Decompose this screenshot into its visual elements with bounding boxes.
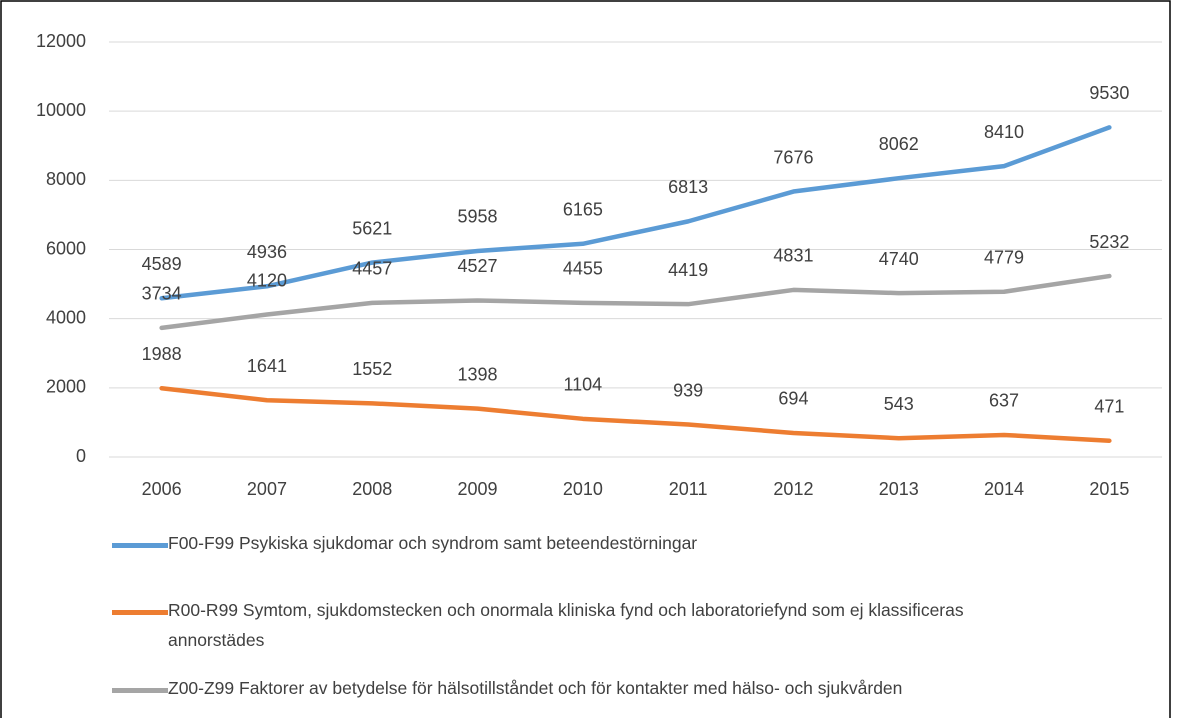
data-label: 8410 xyxy=(984,122,1024,142)
y-tick-label: 0 xyxy=(76,446,86,466)
data-label: 1398 xyxy=(458,364,498,384)
legend-label: Z00-Z99 Faktorer av betydelse för hälsot… xyxy=(168,678,903,698)
data-label: 1104 xyxy=(563,375,602,395)
legend-label: R00-R99 Symtom, sjukdomstecken och onorm… xyxy=(168,600,964,650)
legend-entry: Z00-Z99 Faktorer av betydelse för hälsot… xyxy=(112,678,1112,703)
x-tick-label: 2009 xyxy=(458,479,498,499)
data-label: 4120 xyxy=(247,270,287,290)
x-tick-label: 2012 xyxy=(773,479,813,499)
data-label: 9530 xyxy=(1089,83,1129,103)
data-label: 471 xyxy=(1094,396,1124,416)
data-label: 4455 xyxy=(563,259,603,279)
y-tick-label: 2000 xyxy=(46,377,86,397)
data-label: 4589 xyxy=(142,254,182,274)
data-label: 694 xyxy=(778,389,808,409)
data-label: 8062 xyxy=(879,134,919,154)
data-label: 4527 xyxy=(458,256,498,276)
data-label: 4419 xyxy=(668,260,708,280)
data-label: 637 xyxy=(989,391,1019,411)
x-tick-label: 2008 xyxy=(352,479,392,499)
legend-entry: F00-F99 Psykiska sjukdomar och syndrom s… xyxy=(112,533,1112,558)
data-label: 939 xyxy=(673,380,703,400)
data-label: 6165 xyxy=(563,200,603,220)
data-label: 1552 xyxy=(352,359,392,379)
data-label: 3734 xyxy=(142,284,182,304)
data-label: 5232 xyxy=(1089,232,1129,252)
data-label: 1988 xyxy=(142,344,182,364)
data-label: 543 xyxy=(884,394,914,414)
legend-entry: R00-R99 Symtom, sjukdomstecken och onorm… xyxy=(112,600,1112,655)
x-tick-label: 2015 xyxy=(1089,479,1129,499)
y-tick-label: 8000 xyxy=(46,169,86,189)
x-tick-label: 2014 xyxy=(984,479,1024,499)
series-line xyxy=(159,125,1112,301)
data-label: 1641 xyxy=(247,356,287,376)
series-line xyxy=(159,273,1112,331)
data-label: 7676 xyxy=(773,147,813,167)
data-label: 5621 xyxy=(352,218,392,238)
x-tick-label: 2010 xyxy=(563,479,603,499)
data-label: 4831 xyxy=(773,246,813,266)
x-tick-label: 2006 xyxy=(142,479,182,499)
series-line xyxy=(159,385,1112,443)
y-tick-label: 12000 xyxy=(36,31,86,51)
x-tick-label: 2011 xyxy=(669,479,708,499)
y-tick-label: 4000 xyxy=(46,307,86,327)
data-label: 4936 xyxy=(247,242,287,262)
legend-swatch xyxy=(112,543,168,548)
data-label: 4779 xyxy=(984,247,1024,267)
data-label: 5958 xyxy=(458,207,498,227)
legend-label: F00-F99 Psykiska sjukdomar och syndrom s… xyxy=(168,533,698,553)
y-tick-label: 6000 xyxy=(46,238,86,258)
data-label: 4457 xyxy=(352,259,392,279)
x-tick-label: 2007 xyxy=(247,479,287,499)
x-tick-label: 2013 xyxy=(879,479,919,499)
legend-swatch xyxy=(112,610,168,615)
data-label: 4740 xyxy=(879,249,919,269)
y-tick-label: 10000 xyxy=(36,100,86,120)
legend-swatch xyxy=(112,688,168,693)
data-label: 6813 xyxy=(668,177,708,197)
